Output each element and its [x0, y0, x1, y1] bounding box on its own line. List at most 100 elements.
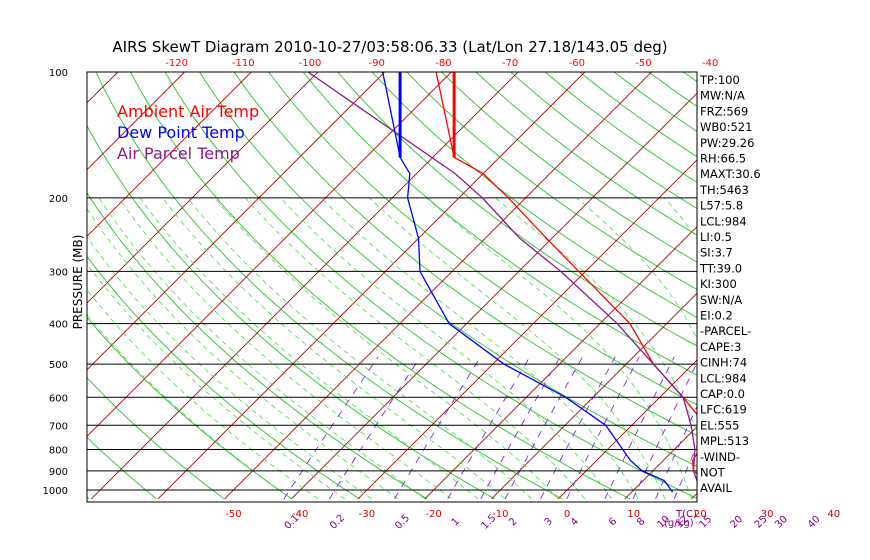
dry-adiabat: [406, 72, 697, 291]
dry-adiabat: [267, 72, 697, 406]
index-value: TP:100: [699, 73, 740, 87]
temperature-unit-label: T(C): [675, 509, 697, 520]
bottom-tick-label: -50: [225, 509, 241, 520]
index-value: EI:0.2: [700, 309, 733, 323]
index-value: LI:0.5: [700, 230, 732, 244]
dry-adiabat: [233, 72, 697, 436]
mixing-ratio-line: [447, 356, 531, 500]
mixing-ratio-label: 40: [806, 514, 823, 531]
moist-adiabat: [87, 263, 345, 500]
pressure-tick-label: 100: [49, 68, 68, 79]
index-value: WB0:521: [700, 120, 752, 134]
mixing-ratio-label: 20: [728, 514, 745, 531]
isotherm: [90, 72, 519, 500]
isotherm: [491, 292, 697, 500]
index-value: NOT: [700, 466, 726, 480]
bottom-tick-label: 10: [627, 509, 640, 520]
dry-adiabat: [302, 72, 697, 376]
index-value: TH:5463: [699, 183, 749, 197]
top-temperature-axis: -120 -110 -100 -90 -80 -70 -60 -50 -40: [165, 58, 718, 69]
mixing-ratio-line: [753, 357, 809, 499]
y-axis-label: PRESSURE (MB): [71, 235, 85, 330]
legend-entry: Dew Point Temp: [117, 123, 245, 142]
pressure-axis: 100 200 300 400 500 600 700 800 900 1000: [43, 68, 68, 497]
index-value: SW:N/A: [700, 293, 742, 307]
plot-frame: [86, 71, 698, 503]
isotherm: [758, 53, 870, 499]
top-tick-label: -60: [569, 58, 585, 69]
isotherm: [424, 225, 697, 500]
index-value: LFC:619: [700, 403, 747, 417]
index-value: RH:66.5: [700, 152, 746, 166]
index-value: TT:39.0: [699, 261, 742, 275]
dry-adiabat: [198, 72, 697, 468]
bottom-tick-label: -30: [359, 509, 375, 520]
isotherm: [224, 72, 653, 500]
mixing-ratio-label: 8: [635, 516, 647, 528]
index-value: PW:29.26: [700, 136, 754, 150]
bottom-tick-label: -10: [492, 509, 508, 520]
mixing-ratio-line: [632, 361, 697, 500]
isotherm: [357, 159, 697, 500]
moist-adiabat: [368, 197, 666, 500]
moist-adiabat: [162, 197, 506, 500]
plot-area: [87, 53, 870, 502]
legend-entry: Air Parcel Temp: [117, 144, 240, 163]
pressure-tick-label: 400: [49, 320, 68, 331]
dry-adiabat: [87, 316, 293, 500]
dry-adiabats: [87, 53, 870, 500]
index-value: L57:5.8: [700, 199, 743, 213]
top-tick-label: -70: [502, 58, 518, 69]
moist-adiabat: [87, 236, 372, 500]
moist-adiabats: [87, 197, 825, 500]
moist-adiabat: [118, 197, 452, 500]
dry-adiabat: [758, 53, 870, 499]
index-value: SI:3.7: [700, 246, 733, 260]
mixing-ratio-label: 2: [507, 516, 519, 528]
dry-adiabat: [87, 124, 496, 500]
profile-line: [307, 72, 697, 483]
index-value: FRZ:569: [700, 104, 748, 118]
bottom-tick-label: 40: [827, 509, 840, 520]
top-tick-label: -120: [165, 58, 188, 69]
isotherm: [290, 92, 697, 500]
pressure-tick-label: 300: [49, 267, 68, 278]
mixing-ratio-line: [673, 444, 697, 500]
mixing-ratio-lines: [283, 356, 827, 500]
moist-adiabat: [87, 208, 399, 500]
isotherm: [825, 53, 870, 499]
pressure-tick-label: 600: [49, 393, 68, 404]
index-value: KI:300: [700, 277, 737, 291]
pressure-tick-label: 900: [49, 467, 68, 478]
mixing-ratio-line: [773, 357, 827, 499]
mixing-ratio-line: [480, 356, 561, 500]
legend-entry: Ambient Air Temp: [117, 102, 259, 121]
profiles: [307, 72, 697, 493]
bottom-tick-label: 0: [564, 509, 570, 520]
index-value: CINH:74: [700, 356, 747, 370]
mixing-ratio-line: [540, 356, 616, 500]
dry-adiabat: [440, 72, 697, 263]
dry-adiabat: [164, 72, 697, 500]
mixing-ratio-line: [504, 356, 583, 500]
index-value: EL:555: [700, 418, 740, 432]
dry-adiabat: [87, 255, 360, 500]
pressure-tick-label: 500: [49, 360, 68, 371]
moist-adiabat: [280, 197, 612, 500]
moist-adiabat: [245, 197, 586, 500]
index-value: LCL:984: [700, 371, 747, 385]
moist-adiabat: [576, 197, 697, 340]
pressure-tick-label: 200: [49, 194, 68, 205]
pressure-tick-label: 800: [49, 445, 68, 456]
top-tick-label: -90: [369, 58, 385, 69]
mixing-ratio-label: 1: [450, 516, 462, 528]
top-tick-label: -80: [435, 58, 451, 69]
mixing-ratio-line: [394, 356, 481, 500]
index-value: MAXT:30.6: [700, 167, 761, 181]
isotherm: [87, 72, 453, 438]
moist-adiabat: [811, 198, 825, 499]
moist-adiabat: [214, 197, 559, 500]
legend: Ambient Air Temp Dew Point Temp Air Parcel…: [117, 102, 259, 163]
